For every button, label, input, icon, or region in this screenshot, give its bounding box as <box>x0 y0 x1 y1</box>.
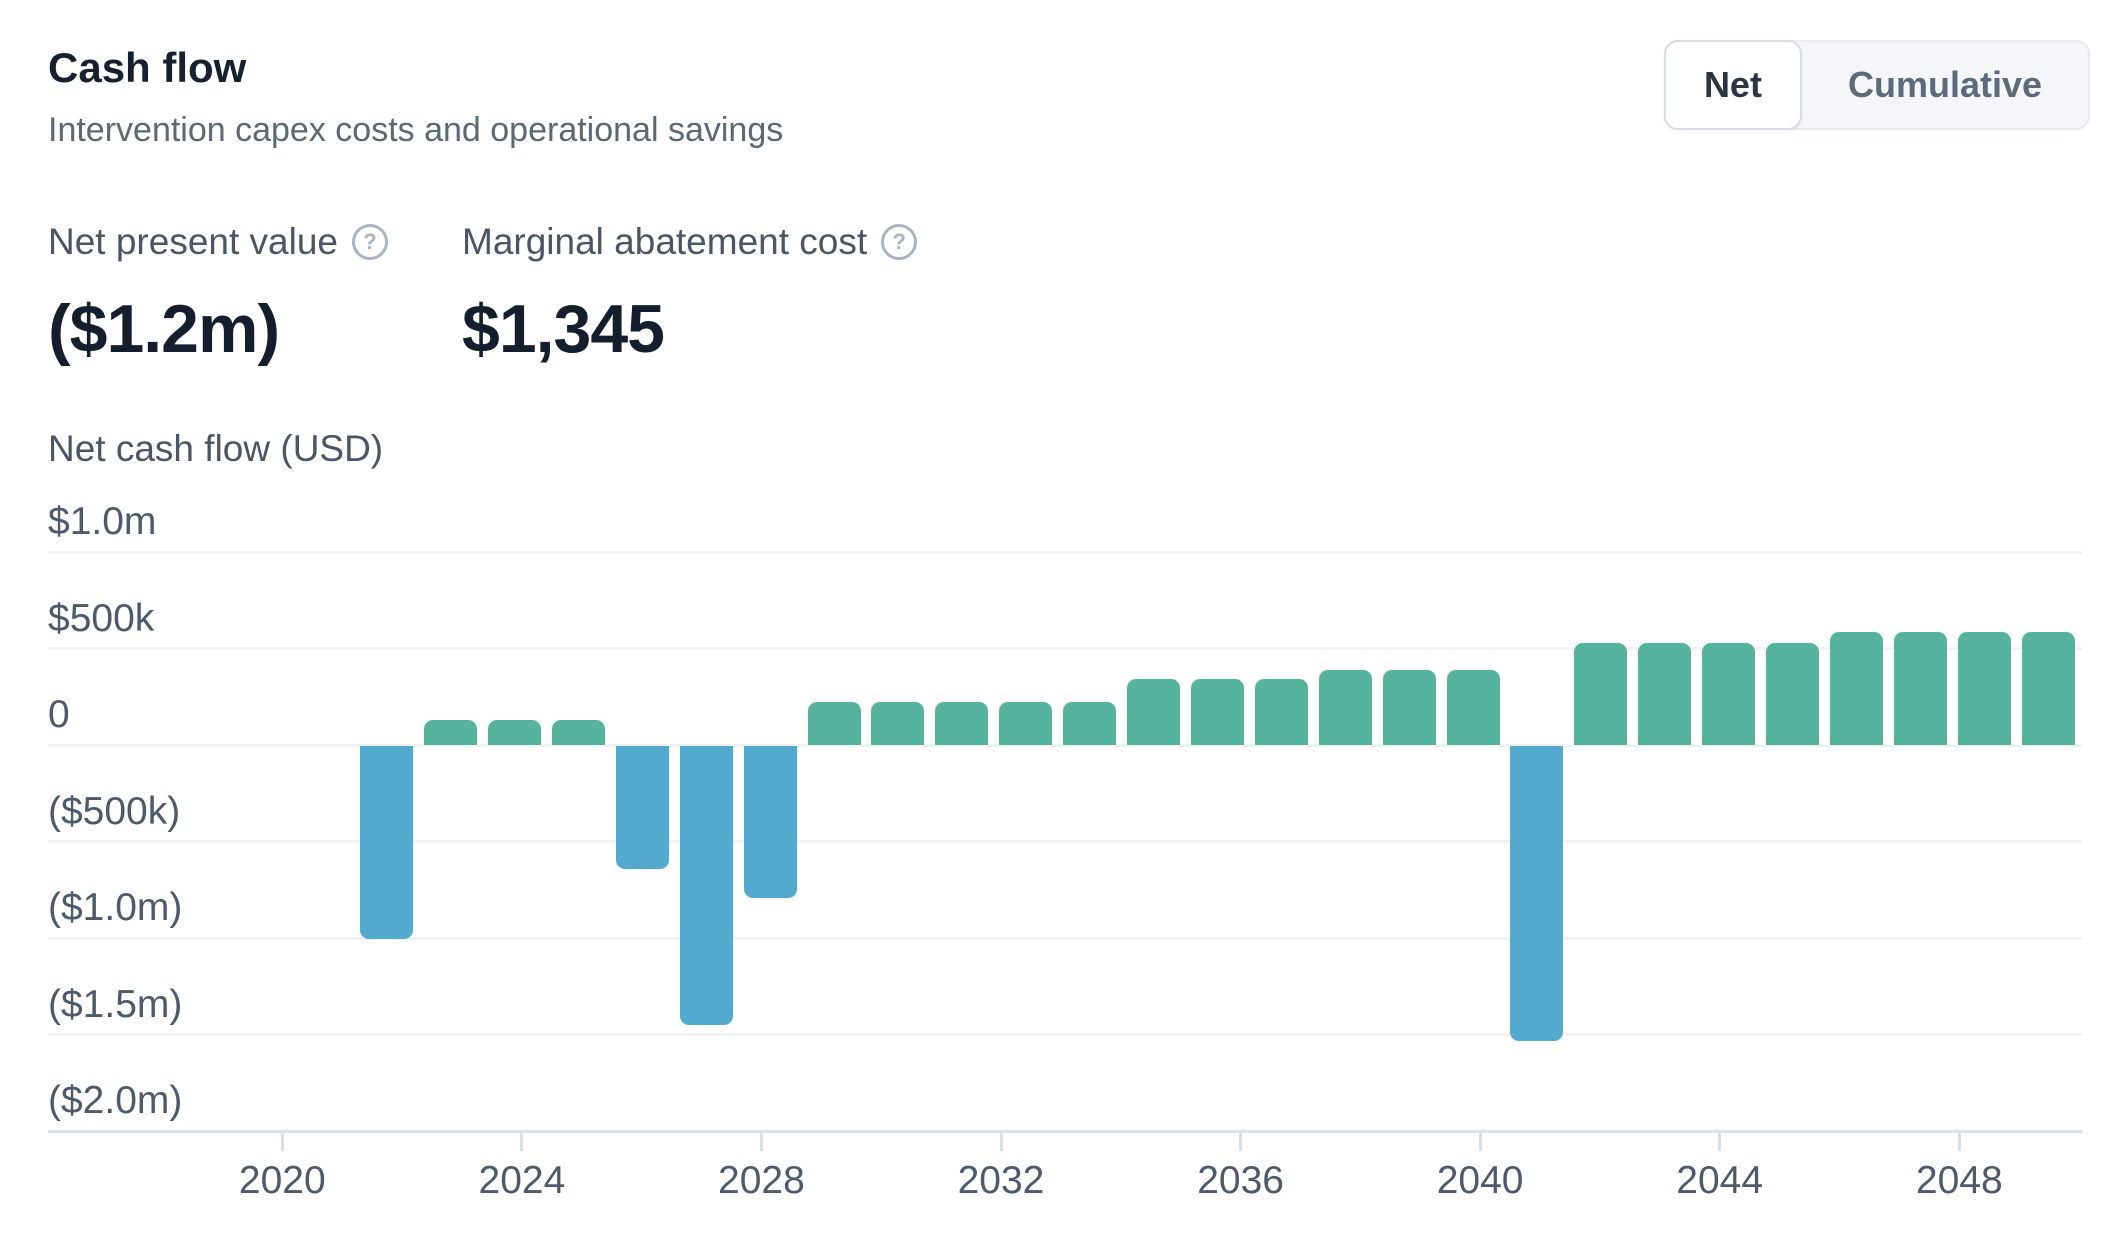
bar-2038[interactable] <box>1382 670 1436 746</box>
x-axis-label: 2044 <box>1676 1159 1764 1202</box>
y-axis-label: 0 <box>48 693 70 736</box>
x-axis-label: 2048 <box>1915 1159 2003 1202</box>
gridline <box>48 647 2082 650</box>
bar-2033[interactable] <box>1063 702 1117 746</box>
bar-2044[interactable] <box>1766 643 1819 746</box>
question-circle-icon[interactable] <box>352 224 389 260</box>
y-axis-label: $500k <box>48 596 155 640</box>
gridline <box>48 840 2082 843</box>
x-axis-tick <box>1718 1132 1722 1151</box>
x-axis-line <box>48 1129 2082 1133</box>
gridline <box>48 936 2082 940</box>
x-axis-label: 2040 <box>1436 1159 1524 1202</box>
bar-2028[interactable] <box>743 745 797 898</box>
x-axis-label: 2028 <box>718 1159 805 1202</box>
stat-marginal-abatement-cost: Marginal abatement cost $1,345 <box>462 218 918 368</box>
bar-2029[interactable] <box>807 702 861 746</box>
bar-2031[interactable] <box>935 702 989 746</box>
bar-2037[interactable] <box>1318 670 1372 746</box>
bar-2022[interactable] <box>360 745 414 939</box>
y-axis-label: $1.0m <box>48 500 157 543</box>
bar-2026[interactable] <box>615 745 669 869</box>
x-axis-label: 2036 <box>1197 1159 1284 1202</box>
y-axis-label: ($2.0m) <box>48 1079 183 1122</box>
gridline <box>48 550 2082 554</box>
bar-2046[interactable] <box>1893 631 1947 746</box>
bar-2032[interactable] <box>999 702 1053 746</box>
net-cumulative-toggle: Net Cumulative <box>1663 40 2090 130</box>
x-axis-tick <box>1478 1132 1482 1151</box>
stat-label: Net present value <box>48 221 339 262</box>
bar-2030[interactable] <box>871 702 925 746</box>
gridline <box>48 1033 2082 1036</box>
stat-value: ($1.2m) <box>48 291 280 367</box>
bar-2025[interactable] <box>551 720 605 746</box>
x-axis-tick <box>1239 1132 1243 1151</box>
bar-2039[interactable] <box>1446 670 1500 746</box>
stat-value: $1,345 <box>462 291 665 367</box>
bar-2045[interactable] <box>1829 631 1883 746</box>
bar-2036[interactable] <box>1254 678 1308 746</box>
toggle-option-cumulative[interactable]: Cumulative <box>1847 64 2042 105</box>
x-axis-tick <box>999 1132 1003 1151</box>
bar-2043[interactable] <box>1702 643 1756 746</box>
bar-2048[interactable] <box>2021 631 2075 746</box>
x-axis-label: 2024 <box>478 1159 566 1202</box>
page-title: Cash flow <box>48 44 247 91</box>
bar-2040[interactable] <box>1510 745 1564 1041</box>
x-axis-tick <box>759 1132 763 1151</box>
bar-2042[interactable] <box>1638 643 1692 746</box>
x-axis-tick <box>280 1132 284 1151</box>
x-axis-label: 2020 <box>238 1159 326 1202</box>
bar-2027[interactable] <box>679 745 733 1026</box>
bar-2041[interactable] <box>1574 643 1628 746</box>
bar-2034[interactable] <box>1127 678 1180 746</box>
bar-2035[interactable] <box>1190 678 1244 746</box>
x-axis-tick <box>520 1132 524 1151</box>
y-axis-label: ($1.5m) <box>48 982 183 1026</box>
y-axis-label: ($500k) <box>48 789 181 833</box>
question-circle-icon[interactable] <box>881 224 918 260</box>
page-subtitle: Intervention capex costs and operational… <box>48 111 784 149</box>
bar-2047[interactable] <box>1957 631 2011 746</box>
stat-label: Marginal abatement cost <box>462 221 868 262</box>
stat-net-present-value: Net present value ($1.2m) <box>48 218 389 368</box>
bar-2024[interactable] <box>488 720 541 746</box>
x-axis-label: 2032 <box>957 1159 1045 1202</box>
x-axis-tick <box>1957 1132 1961 1151</box>
toggle-option-net[interactable]: Net <box>1663 40 1802 130</box>
y-axis-title: Net cash flow (USD) <box>48 428 384 469</box>
bar-2023[interactable] <box>424 720 478 746</box>
y-axis-label: ($1.0m) <box>48 886 183 929</box>
